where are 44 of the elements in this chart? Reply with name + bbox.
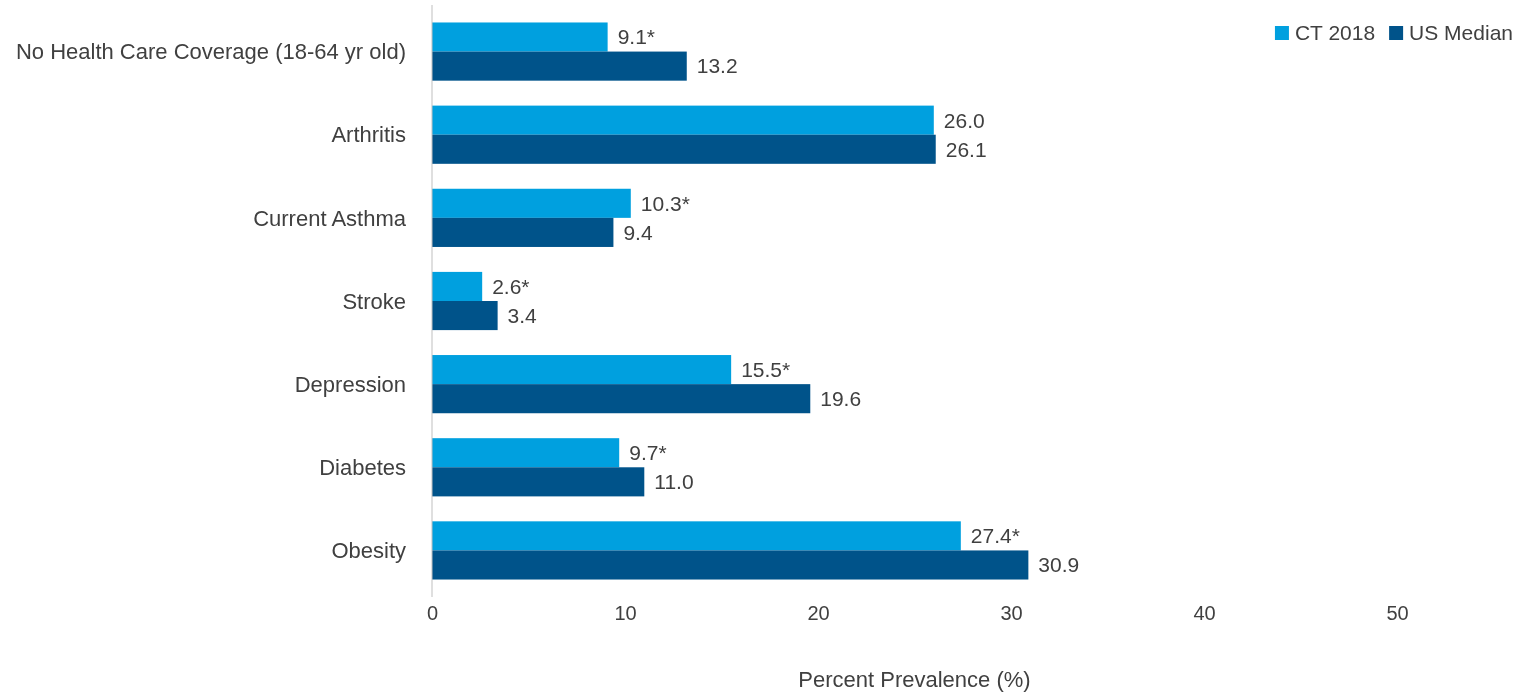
data-label: 3.4 <box>507 303 538 327</box>
bar <box>432 467 645 497</box>
x-tick-label: 30 <box>1000 602 1023 625</box>
data-label: 9.1* <box>617 25 656 49</box>
legend-label: CT 2018 <box>1294 21 1376 45</box>
data-label: 26.0 <box>943 108 985 132</box>
y-tick-label: Obesity <box>331 538 406 564</box>
x-tick-label: 0 <box>426 602 439 625</box>
bar <box>432 550 1029 580</box>
bar <box>432 51 687 81</box>
data-label: 19.6 <box>820 387 862 411</box>
x-tick-label: 50 <box>1386 602 1409 625</box>
bar <box>432 384 811 414</box>
x-tick-label: 40 <box>1193 602 1216 625</box>
data-label: 9.7* <box>629 441 667 465</box>
y-tick-label: No Health Care Coverage (18-64 yr old) <box>15 39 406 65</box>
y-tick-label: Stroke <box>342 288 406 314</box>
bar <box>432 438 620 468</box>
data-label: 9.4 <box>623 220 653 244</box>
bar <box>432 521 961 551</box>
data-label: 2.6* <box>492 274 530 298</box>
data-label: 10.3* <box>640 191 690 215</box>
bar <box>432 271 483 301</box>
bar <box>432 355 732 385</box>
bar <box>432 217 614 247</box>
data-label: 11.0 <box>654 470 694 494</box>
bar <box>432 134 936 164</box>
y-tick-label: Current Asthma <box>253 205 407 231</box>
x-tick-label: 20 <box>807 602 830 625</box>
bar <box>432 301 498 331</box>
y-tick-label: Depression <box>294 371 406 397</box>
legend-label: US Median <box>1409 21 1513 45</box>
x-tick-label: 10 <box>614 602 637 625</box>
data-label: 30.9 <box>1038 553 1080 577</box>
data-label: 15.5* <box>741 357 791 381</box>
x-axis-title: Percent Prevalence (%) <box>798 667 1031 692</box>
bar <box>432 22 608 52</box>
y-tick-label: Diabetes <box>319 454 406 480</box>
y-tick-label: Arthritis <box>331 122 406 148</box>
bar <box>432 188 631 218</box>
data-label: 13.2 <box>696 54 738 78</box>
data-label: 26.1 <box>945 137 987 161</box>
data-label: 27.4* <box>970 524 1020 548</box>
bar <box>432 105 934 135</box>
